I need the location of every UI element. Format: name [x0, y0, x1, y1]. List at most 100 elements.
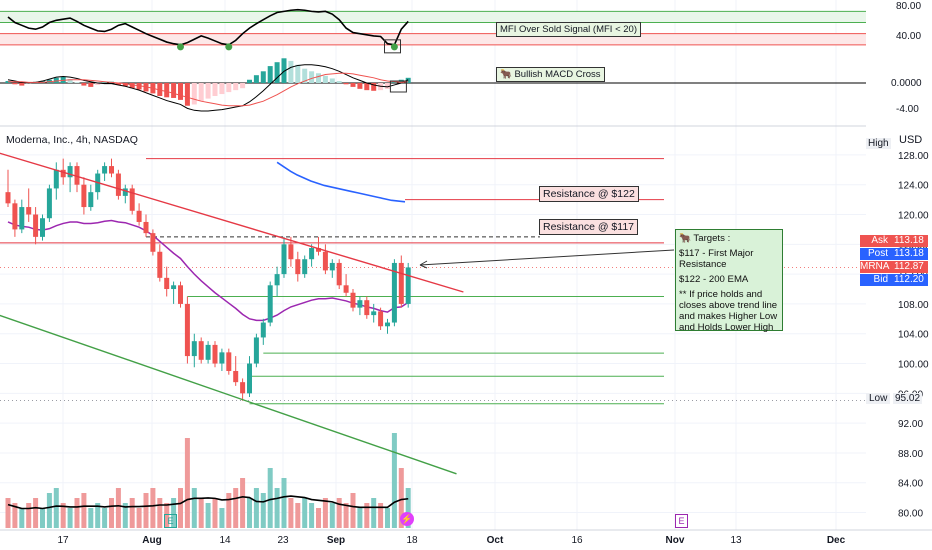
candle-body [391, 262, 397, 323]
macd-hist-bar [74, 82, 80, 83]
macd-hist-bar [233, 83, 239, 91]
mfi-overbought-zone [0, 11, 866, 23]
macd-hist-bar [60, 76, 66, 83]
volume-bar [157, 498, 163, 528]
volume-bar [46, 493, 52, 528]
volume-bar [19, 508, 25, 528]
macd-hist-bar [274, 62, 280, 83]
price-tick-label: 108.00 [898, 300, 929, 311]
price-tick-label: 88.00 [898, 449, 923, 460]
macd-hist-bar [67, 79, 73, 83]
macd-hist-bar [53, 77, 59, 83]
volume-bar [364, 503, 370, 528]
macd-hist-bar [81, 83, 87, 86]
volume-bar [40, 508, 45, 528]
candle-body [171, 285, 177, 290]
bid-value: 112.20 [890, 274, 928, 286]
candle-body [129, 188, 135, 211]
volume-bar [184, 438, 190, 528]
candle-body [191, 341, 197, 357]
macd-hist-bar [281, 58, 287, 83]
macd-hist-bar [102, 82, 108, 83]
candle-body [12, 203, 18, 230]
grid-lines [0, 0, 866, 530]
macd-hist-bar [136, 83, 142, 90]
volume-bar [405, 488, 411, 528]
candle-body [109, 166, 114, 174]
candle-body [371, 311, 377, 316]
volume-bar [205, 503, 211, 528]
candle-body [122, 188, 128, 196]
volume-bar [115, 488, 121, 528]
candle-body [378, 311, 384, 327]
ask-box: Ask 113.18 [860, 235, 930, 247]
macd-hist-bar [260, 71, 266, 83]
bid-box: Bid 112.20 [860, 274, 930, 286]
volume-bar [67, 508, 73, 528]
macd-hist-bar [19, 83, 25, 86]
candle-body [302, 259, 308, 275]
volume-bar [12, 503, 18, 528]
candle-body [322, 251, 328, 271]
time-tick-label: 17 [57, 535, 69, 546]
volume-bar [60, 503, 66, 528]
post-value: 113.18 [890, 248, 928, 260]
candle-body [74, 166, 80, 185]
macd-hist-bar [350, 83, 356, 87]
volume-bar [260, 493, 266, 528]
earnings-marker-2[interactable]: E [675, 514, 688, 528]
mfi-line [7, 8, 409, 46]
time-tick-label: 18 [406, 535, 418, 546]
macd-hist-bar [385, 83, 390, 89]
macd-hist-bar [205, 83, 211, 99]
macd-hist-bar [240, 83, 246, 89]
volume-bar [219, 508, 225, 528]
targets-line-1: $117 - First Major Resistance [679, 248, 754, 270]
candle-body [343, 285, 349, 293]
ema-slow-line [276, 161, 406, 203]
volume-bar [74, 498, 80, 528]
earnings-marker-1[interactable]: E [164, 514, 177, 528]
macd-hist-bar [364, 83, 370, 91]
low-value: 95.02 [893, 393, 923, 404]
macd-hist-bar [391, 81, 397, 83]
macd-tick-0: 0.0000 [891, 78, 922, 89]
volume-bar [143, 493, 149, 528]
candles [5, 158, 411, 401]
last-value: 112.87 [890, 261, 928, 273]
volume-bar [226, 493, 232, 528]
candle-body [115, 173, 121, 196]
candle-body [164, 277, 170, 290]
candle-body [67, 166, 73, 178]
candle-body [212, 344, 218, 364]
ema-fast-line [7, 219, 409, 322]
candle-body [233, 370, 239, 383]
last-label: MRNA [860, 261, 890, 273]
price-tick-label: 100.00 [898, 360, 929, 371]
volume-bar [391, 433, 397, 528]
candle-body [136, 210, 142, 222]
mfi-tick-80: 80.00 [896, 1, 922, 12]
time-tick-label: 16 [571, 535, 583, 546]
lightning-icon[interactable]: ⚡ [400, 512, 414, 526]
macd-cross-box [389, 80, 407, 93]
macd-hist-bar [191, 83, 197, 105]
volume-bar [102, 508, 108, 528]
volume-bar [178, 488, 183, 528]
macd-hist-bar [88, 83, 94, 87]
volume-bar [343, 503, 349, 528]
ask-label: Ask [860, 235, 890, 247]
volume-bar [53, 488, 59, 528]
volume-bar [233, 488, 239, 528]
macd-hist-bar [95, 83, 101, 85]
macd-hist-bar [115, 83, 121, 85]
macd-hist-bar [247, 79, 252, 83]
macd-hist-bar [198, 83, 204, 102]
mfi-tick-40: 40.00 [896, 31, 922, 42]
macd-hist-bar [322, 75, 328, 83]
macd-hist-bar [171, 83, 177, 98]
candle-body [336, 262, 342, 286]
volume-bar [150, 488, 156, 528]
mfi-signal-dot [225, 43, 233, 51]
volume-bar [267, 468, 273, 528]
